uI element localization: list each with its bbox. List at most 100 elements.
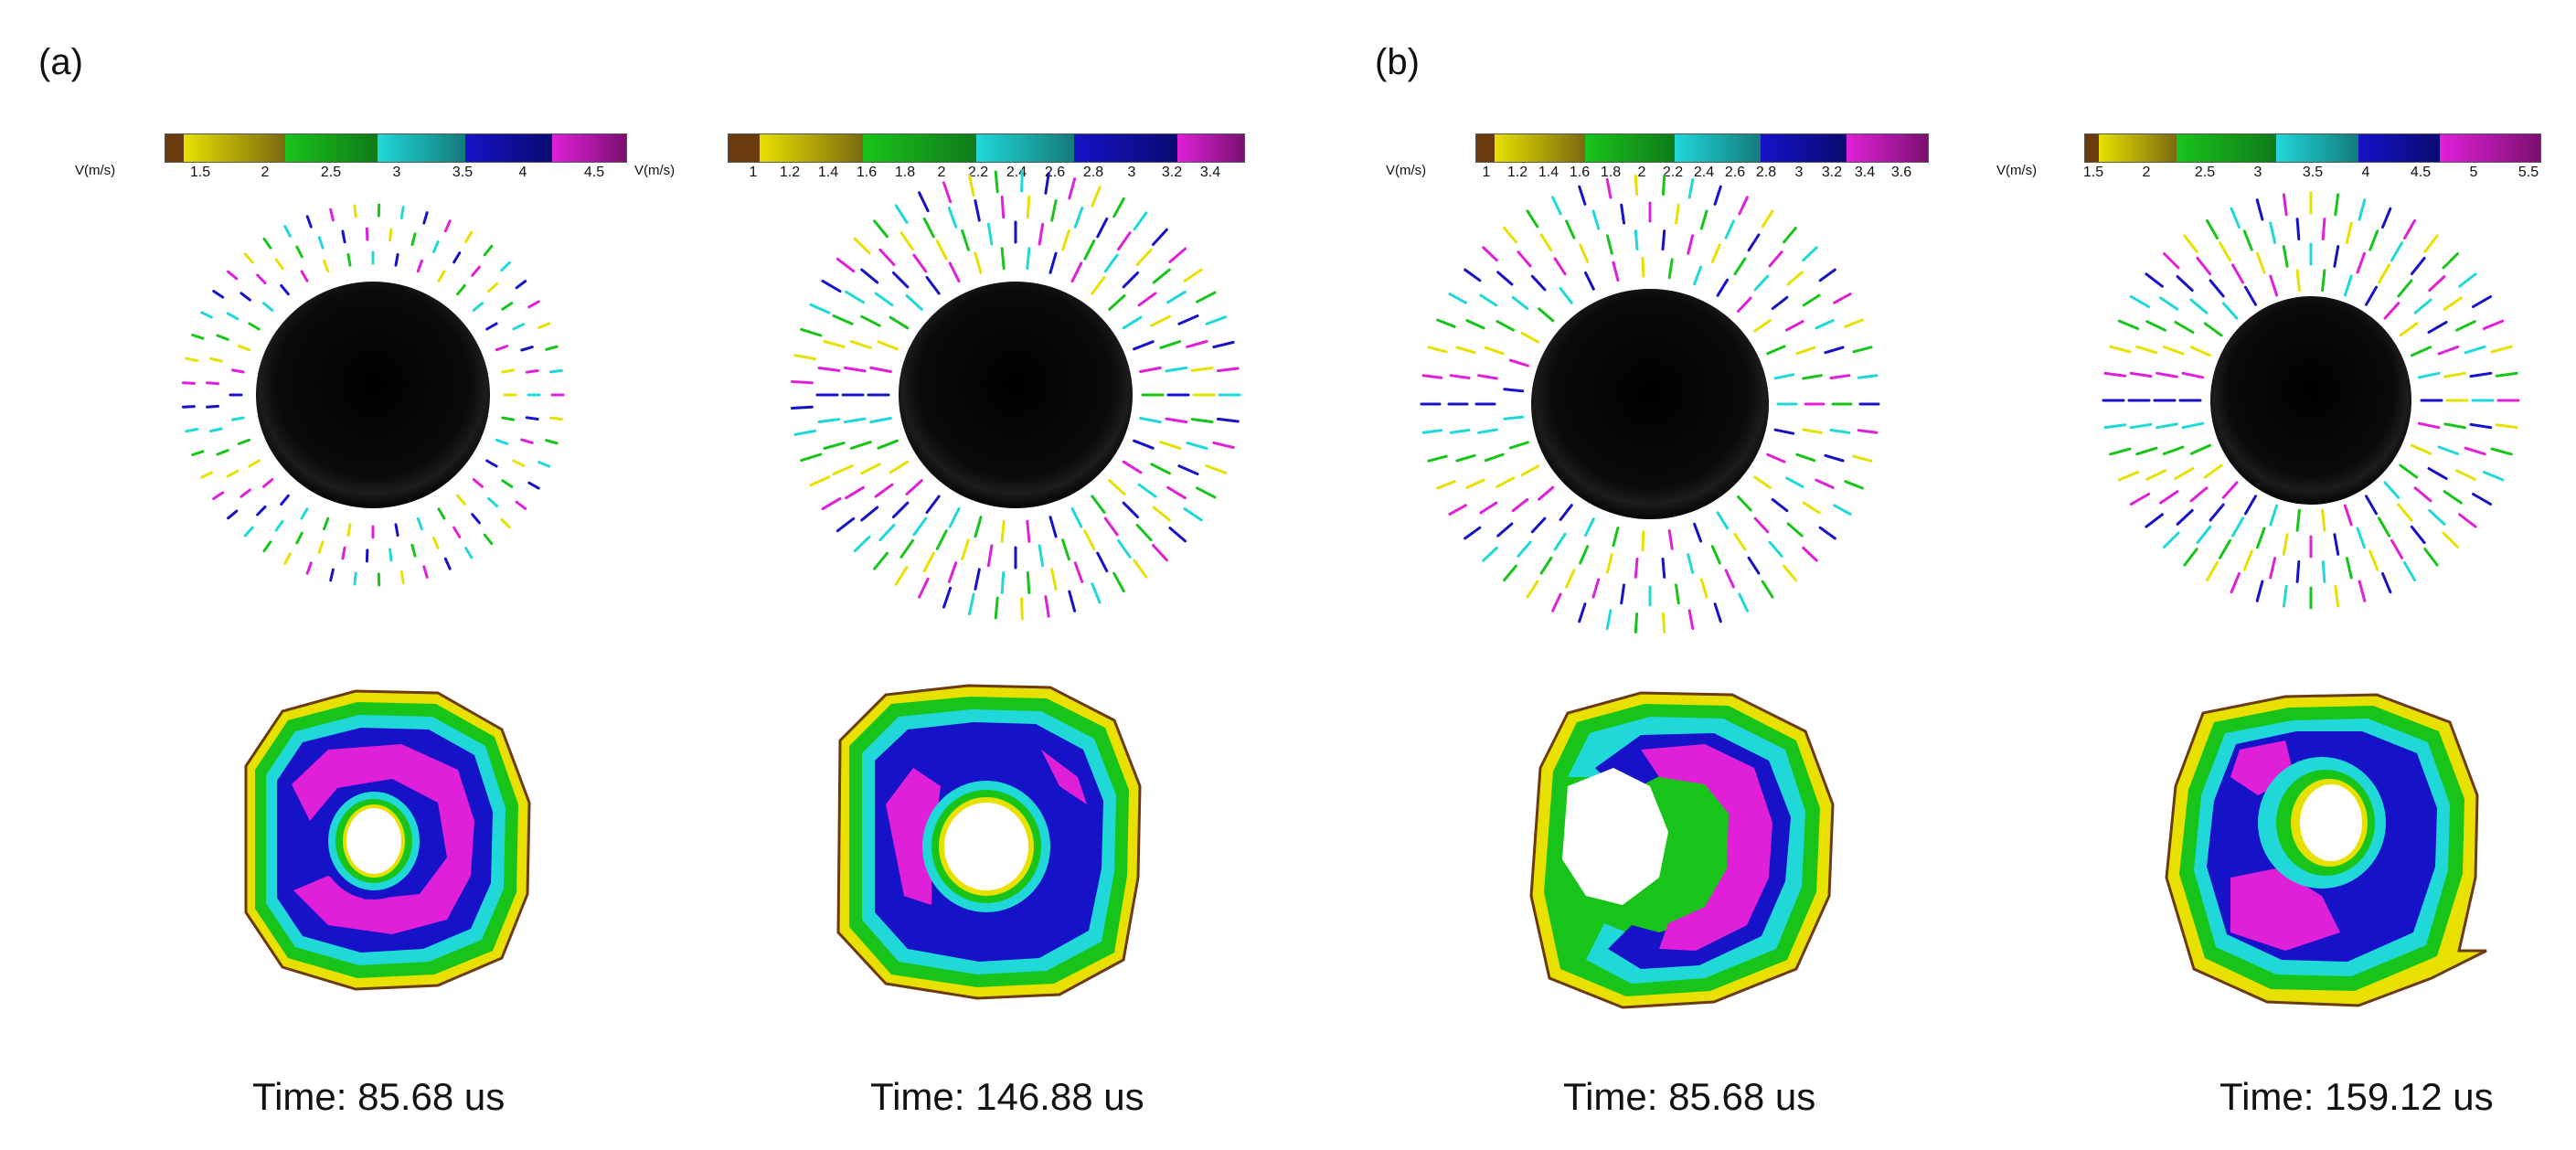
velocity-arrow [2189,298,2209,314]
velocity-arrow [548,416,563,421]
velocity-arrow [2397,503,2413,522]
velocity-arrow [208,427,223,433]
velocity-arrow [2282,584,2288,608]
velocity-arrow [912,516,928,537]
velocity-arrow [821,279,842,293]
velocity-arrow [1020,597,1024,621]
velocity-arrow [1538,307,1555,323]
velocity-arrow [1482,546,1498,562]
velocity-arrow [1857,374,1879,379]
velocity-arrow [2443,296,2463,311]
velocity-arrow [2109,345,2132,354]
colorbar-3-tick: 1 [1482,165,1491,180]
velocity-arrow [329,208,335,222]
velocity-arrow [1108,479,1126,495]
velocity-arrow [410,232,417,246]
velocity-arrow [2381,207,2392,229]
velocity-arrow [185,428,199,433]
velocity-arrow [1091,276,1106,295]
velocity-arrow [823,340,846,348]
velocity-arrow [283,552,292,565]
colorbar-2-tick: 3.2 [1161,165,1183,180]
velocity-arrow [860,268,879,284]
velocity-arrow [1482,246,1498,262]
velocity-arrow [2437,445,2460,455]
velocity-arrow [240,292,251,302]
velocity-arrow [1152,506,1171,522]
velocity-arrow [545,345,559,351]
velocity-arrow [874,483,894,498]
velocity-arrow [1667,528,1674,550]
velocity-arrow [948,261,961,283]
velocity-arrow [2403,218,2416,240]
velocity-arrow [1449,429,1471,434]
colorbar-4-tick: 3.5 [2302,165,2324,180]
velocity-arrow [1177,314,1199,325]
velocity-arrow [1687,177,1695,199]
velocity-arrow [191,334,205,340]
velocity-arrow [1675,583,1680,605]
velocity-arrow [1553,532,1567,551]
velocity-arrow [935,240,948,261]
velocity-arrow [1050,568,1058,591]
velocity-arrow [1773,373,1795,380]
velocity-arrow [1464,526,1482,540]
velocity-arrow [1205,315,1228,325]
velocity-arrow [1122,501,1140,519]
velocity-arrow [2458,272,2477,288]
velocity-arrow [1122,315,1143,330]
velocity-arrow [483,533,494,546]
velocity-arrow [2282,533,2289,556]
velocity-arrow [1667,258,1674,280]
velocity-arrow [1747,556,1761,575]
colorbar-3-tick: 2.4 [1693,165,1715,180]
velocity-arrow [2442,252,2459,270]
velocity-arrow [1620,583,1625,605]
velocity-arrow [191,450,205,456]
velocity-arrow [2230,207,2241,229]
velocity-arrow [1857,429,1879,434]
velocity-arrow [2203,322,2223,337]
velocity-arrow [227,509,239,520]
velocity-arrow [1605,234,1613,255]
velocity-arrow [2103,371,2127,378]
velocity-arrow [1737,495,1752,512]
black-core-4 [2210,296,2411,505]
velocity-arrow [1477,374,1498,380]
velocity-arrow [1496,271,1514,286]
velocity-arrow [1152,544,1168,562]
velocity-arrow [2343,274,2353,297]
velocity-arrow [1737,296,1752,313]
velocity-arrow [500,261,511,272]
velocity-arrow [1168,247,1187,263]
velocity-arrow [485,322,498,331]
velocity-arrow [2221,481,2239,499]
velocity-arrow [456,494,466,506]
velocity-arrow [1000,196,1006,218]
velocity-arrow [1693,265,1703,286]
velocity-arrow [1168,527,1187,543]
velocity-arrow [1159,441,1182,450]
velocity-arrow [2231,263,2244,284]
vector-field-1 [181,203,565,587]
colorbar-1-tick: 2.5 [320,165,342,180]
velocity-arrow [1073,561,1084,583]
velocity-arrow [1539,556,1553,575]
velocity-arrow [2365,495,2378,516]
velocity-arrow [2464,446,2486,456]
velocity-arrow [1699,209,1708,230]
velocity-arrow [1048,516,1058,538]
velocity-arrow [1565,569,1576,589]
velocity-arrow [471,513,481,525]
velocity-arrow [877,439,899,450]
velocity-arrow [262,302,274,312]
velocity-arrow [2174,467,2195,480]
velocity-arrow [832,314,854,325]
velocity-arrow [974,516,983,538]
velocity-arrow [1186,442,1208,450]
velocity-arrow [323,516,330,531]
velocity-arrow [1449,374,1471,379]
velocity-arrow [1766,453,1786,463]
velocity-arrow [1829,429,1851,434]
velocity-arrow [248,459,261,468]
